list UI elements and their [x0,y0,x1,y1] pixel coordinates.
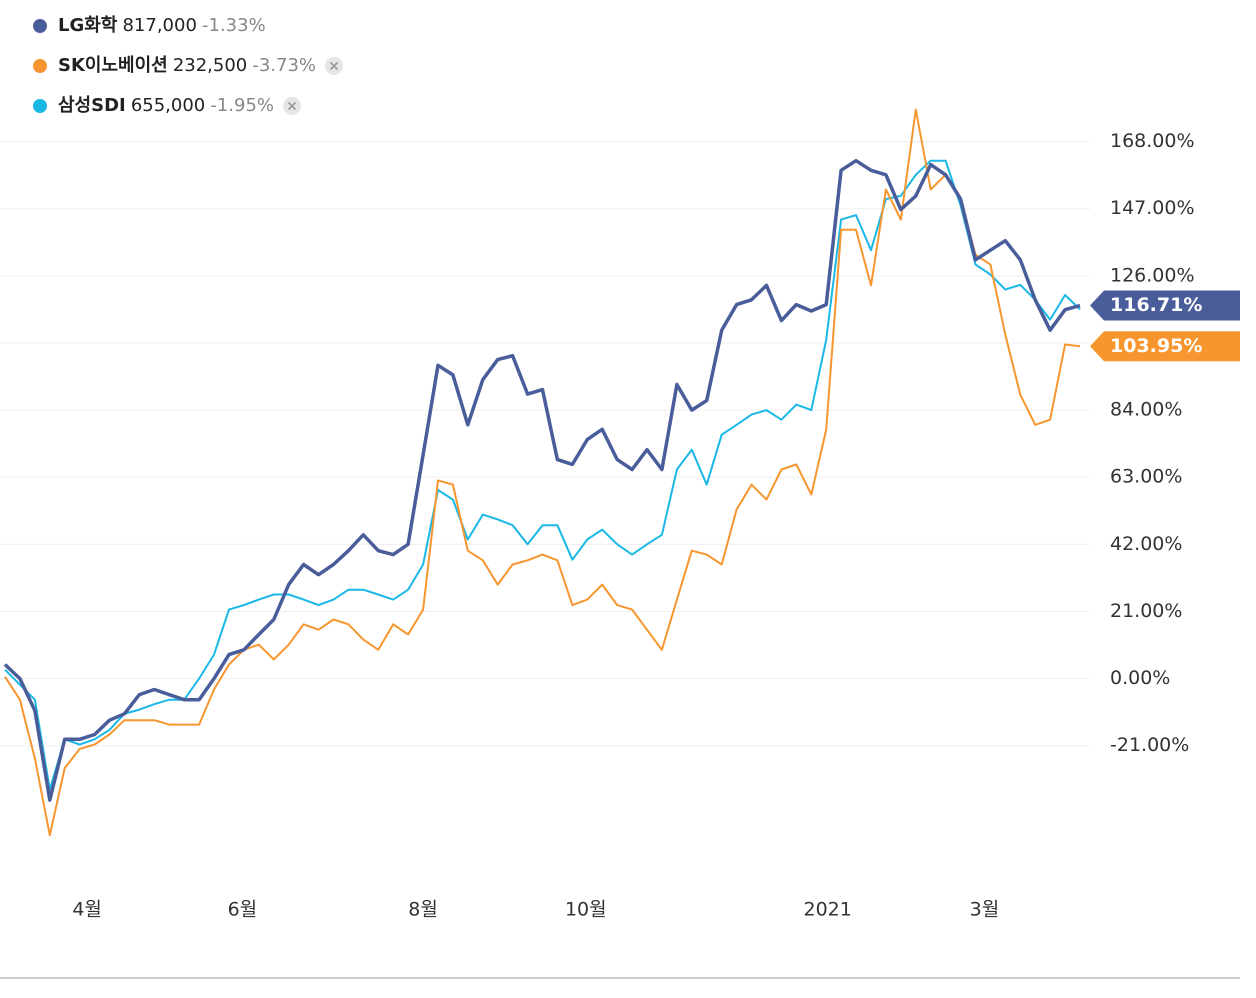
end-label: 116.71% [1110,294,1202,316]
legend-change: -1.95% [210,95,274,116]
y-tick-label: -21.00% [1110,734,1189,756]
x-tick-label: 6월 [228,899,258,921]
y-tick-label: 84.00% [1110,399,1182,421]
y-tick-label: 126.00% [1110,264,1195,286]
legend-change: -3.73% [252,55,316,76]
remove-icon [329,61,339,71]
legend-marker [33,99,47,113]
y-tick-label: 63.00% [1110,466,1182,488]
legend-price: 232,500 [173,55,247,76]
remove-icon [287,101,297,111]
legend-marker [33,19,47,33]
x-tick-label: 3월 [970,899,1000,921]
line-series [4,108,1081,837]
legend-price: 655,000 [131,95,205,116]
end-label-box [1090,290,1240,321]
legend-entry: 삼성SDI 655,000 -1.95% [58,95,274,116]
legend-name: LG화학 [58,14,118,36]
legend-entry: SK이노베이션 232,500 -3.73% [58,55,316,76]
x-tick-label: 2021 [803,899,851,921]
y-tick-label: 147.00% [1110,197,1195,219]
end-label-box [1090,331,1240,362]
legend-marker [33,59,47,73]
y-tick-label: 168.00% [1110,130,1195,152]
x-tick-label: 4월 [72,899,102,921]
line-series [3,158,1081,802]
remove-button[interactable] [283,97,302,115]
y-tick-label: 21.00% [1110,600,1182,622]
legend-name: SK이노베이션 [58,55,168,76]
legend-name: 삼성SDI [58,95,126,116]
legend-change: -1.33% [202,15,266,36]
remove-button[interactable] [325,57,344,75]
x-tick-label: 8월 [408,899,438,921]
x-tick-label: 10월 [565,899,607,921]
y-tick-label: 42.00% [1110,533,1182,555]
legend-price: 817,000 [122,15,196,36]
y-tick-label: 0.00% [1110,667,1170,689]
end-label: 103.95% [1110,335,1202,357]
legend-entry: LG화학 817,000 -1.33% [58,14,266,36]
